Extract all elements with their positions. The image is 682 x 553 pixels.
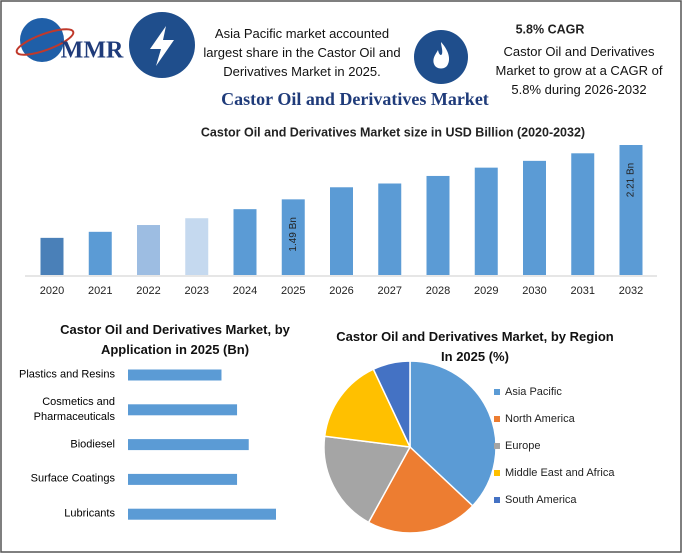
bar bbox=[571, 153, 595, 275]
bar bbox=[330, 187, 353, 275]
legend-swatch bbox=[494, 389, 500, 395]
bar bbox=[185, 218, 209, 275]
legend-swatch bbox=[494, 470, 500, 476]
x-tick-label: 2027 bbox=[378, 285, 402, 297]
x-tick-label: 2032 bbox=[619, 285, 643, 297]
pie-slice bbox=[367, 445, 474, 534]
pie-slice bbox=[409, 360, 497, 507]
x-tick-label: 2031 bbox=[571, 285, 595, 297]
x-tick-label: 2021 bbox=[88, 285, 112, 297]
x-tick-label: 2022 bbox=[136, 285, 160, 297]
chart-title: Castor Oil and Derivatives Market, by Re… bbox=[336, 329, 614, 364]
category-label: Biodiesel bbox=[70, 438, 115, 451]
bar bbox=[281, 199, 305, 275]
chart-title: Castor Oil and Derivatives Market, by Ap… bbox=[60, 322, 290, 357]
bar bbox=[128, 439, 249, 451]
bar bbox=[474, 167, 498, 275]
x-tick-label: 2023 bbox=[185, 285, 209, 297]
pie-slice bbox=[372, 360, 411, 448]
bar bbox=[128, 473, 238, 485]
logo-text: MMR bbox=[61, 38, 124, 64]
main-title: Castor Oil and Derivatives Market bbox=[221, 89, 489, 109]
logo-globe bbox=[20, 18, 64, 62]
bar bbox=[128, 508, 276, 520]
bar bbox=[128, 369, 222, 381]
bar bbox=[233, 209, 257, 275]
chart-title: Castor Oil and Derivatives Market size i… bbox=[201, 125, 585, 139]
bar bbox=[88, 231, 112, 275]
category-label: Surface Coatings bbox=[30, 472, 115, 485]
bar bbox=[40, 237, 64, 275]
bar bbox=[523, 160, 546, 275]
legend-label: South America bbox=[505, 494, 577, 506]
legend-label: Europe bbox=[505, 440, 540, 452]
x-tick-label: 2030 bbox=[522, 285, 546, 297]
pie-slice bbox=[323, 435, 412, 524]
bar bbox=[619, 145, 643, 275]
category-label: Plastics and Resins bbox=[19, 368, 115, 381]
value-label: 2.21 Bn bbox=[626, 163, 637, 197]
bar bbox=[128, 404, 238, 416]
value-label: 1.49 Bn bbox=[288, 217, 299, 251]
cagr-title: 5.8% CAGR bbox=[516, 22, 585, 36]
x-tick-label: 2029 bbox=[474, 285, 498, 297]
x-tick-label: 2028 bbox=[426, 285, 450, 297]
category-label: Lubricants bbox=[64, 507, 115, 520]
legend-swatch bbox=[494, 443, 500, 449]
bar bbox=[426, 175, 450, 275]
x-tick-label: 2020 bbox=[40, 285, 64, 297]
pie-slice bbox=[323, 368, 412, 448]
legend-swatch bbox=[494, 497, 500, 503]
legend-label: North America bbox=[505, 413, 576, 425]
x-tick-label: 2024 bbox=[233, 285, 257, 297]
cagr-text: Castor Oil and Derivatives Market to gro… bbox=[495, 44, 663, 97]
category-label: Cosmetics and Pharmaceuticals bbox=[33, 395, 115, 423]
legend-label: Asia Pacific bbox=[505, 386, 562, 398]
legend-label: Middle East and Africa bbox=[505, 467, 615, 479]
bolt-icon bbox=[150, 26, 174, 66]
x-tick-label: 2025 bbox=[281, 285, 305, 297]
x-tick-label: 2026 bbox=[329, 285, 353, 297]
bar bbox=[137, 225, 160, 275]
bar bbox=[378, 183, 402, 275]
logo-ring bbox=[15, 28, 75, 56]
legend-swatch bbox=[494, 416, 500, 422]
flame-icon bbox=[433, 42, 450, 69]
highlight-text: Asia Pacific market accounted largest sh… bbox=[203, 26, 401, 79]
